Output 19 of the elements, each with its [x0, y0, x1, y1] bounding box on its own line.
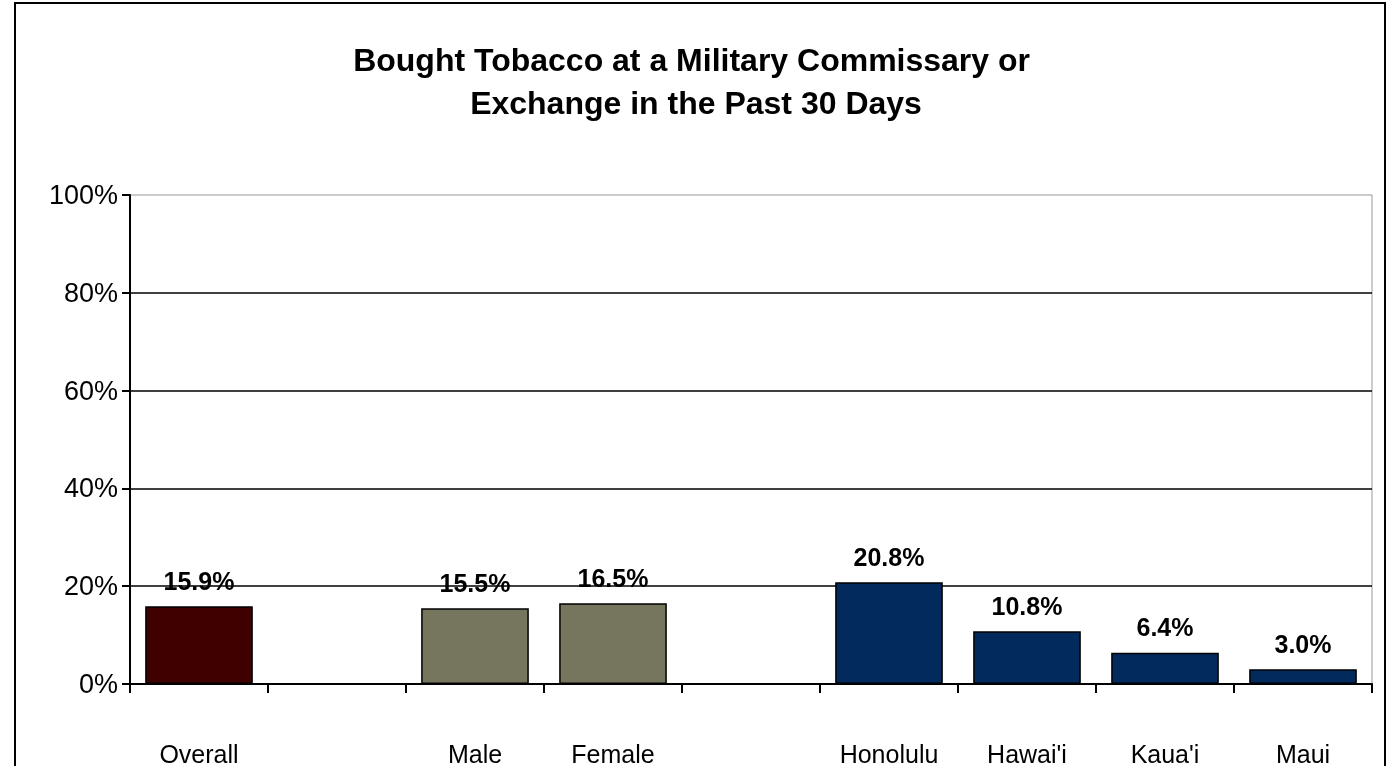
x-tick-label: Honolulu	[839, 739, 939, 766]
x-tick-label: Maui	[1275, 739, 1331, 766]
data-label: 16.5%	[577, 563, 649, 592]
y-tick-label: 60%	[63, 375, 118, 406]
y-tick-label: 0%	[78, 669, 118, 699]
chart-title: Bought Tobacco at a Military Commissary or Exchange in the Past 30 Days	[353, 41, 1039, 121]
y-tick-label: 80%	[63, 277, 118, 308]
x-tick-label: Female	[571, 739, 655, 766]
x-tick-label: Male	[447, 739, 503, 766]
y-tick-label: 40%	[63, 473, 118, 504]
x-tick-label: Hawai'i	[987, 739, 1067, 766]
data-label: 20.8%	[853, 542, 925, 571]
y-tick-label: 20%	[63, 571, 118, 602]
data-label: 3.0%	[1274, 629, 1332, 658]
y-tick-label: 100%	[48, 180, 118, 210]
data-label: 6.4%	[1136, 613, 1194, 642]
x-tick-label: Kaua'i	[1130, 739, 1200, 766]
x-tick-label: Overall	[159, 739, 239, 766]
data-label: 10.8%	[991, 591, 1063, 620]
